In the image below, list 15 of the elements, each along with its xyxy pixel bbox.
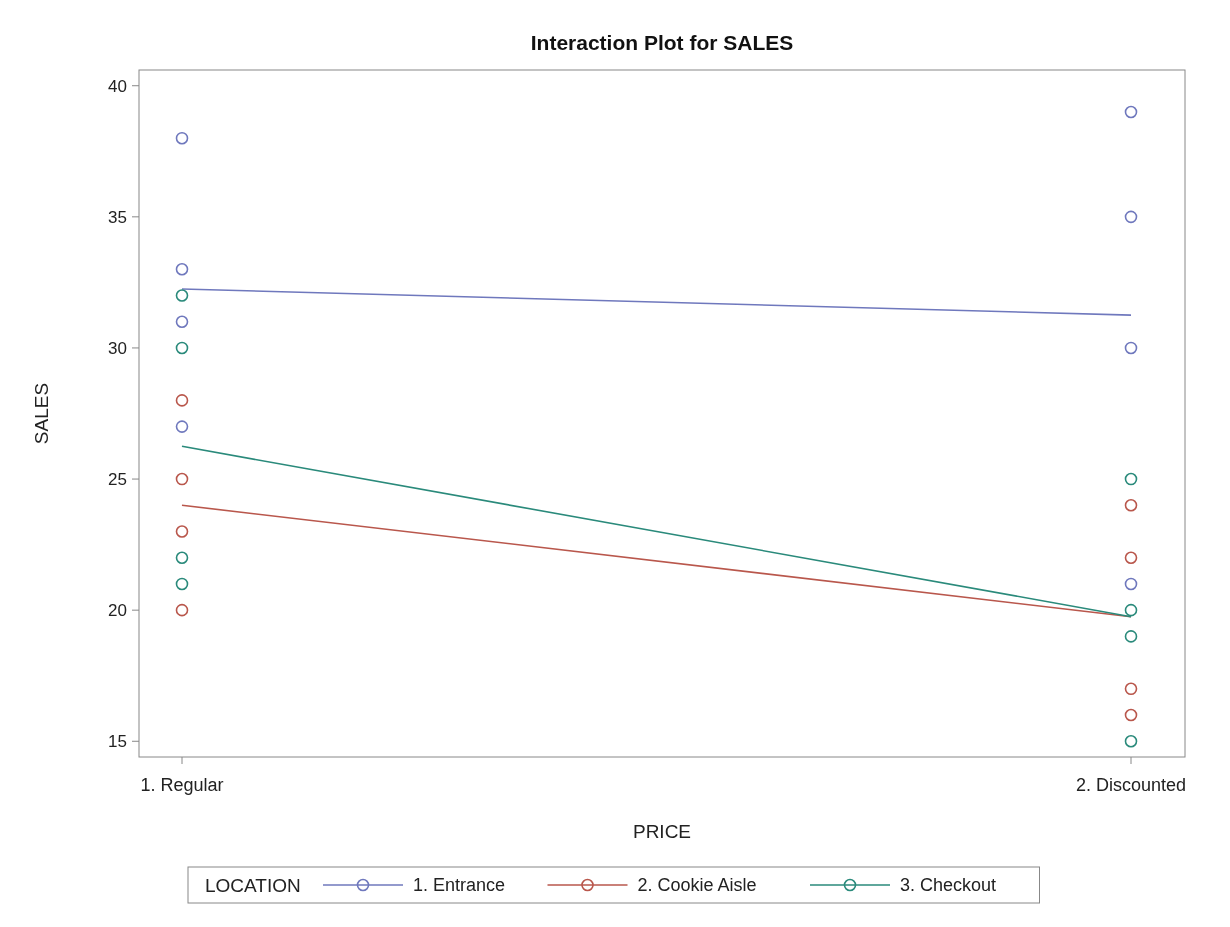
- y-tick-label: 30: [108, 338, 127, 358]
- chart-title: Interaction Plot for SALES: [530, 31, 794, 54]
- x-tick-label: 1. Regular: [140, 775, 224, 795]
- legend-label: 3. Checkout: [900, 875, 997, 896]
- y-tick-label: 20: [108, 601, 127, 621]
- y-tick-label: 35: [108, 207, 127, 227]
- legend-label: 2. Cookie Aisle: [637, 875, 757, 896]
- y-tick-label: 25: [108, 470, 127, 489]
- legend-title: LOCATION: [205, 874, 301, 896]
- legend-label: 1. Entrance: [413, 875, 506, 896]
- x-axis-title: PRICE: [632, 821, 692, 842]
- y-axis-title: SALES: [31, 382, 52, 445]
- y-tick-label: 15: [108, 732, 127, 752]
- x-tick-label: 2. Discounted: [1075, 775, 1187, 795]
- y-tick-label: 40: [108, 76, 127, 96]
